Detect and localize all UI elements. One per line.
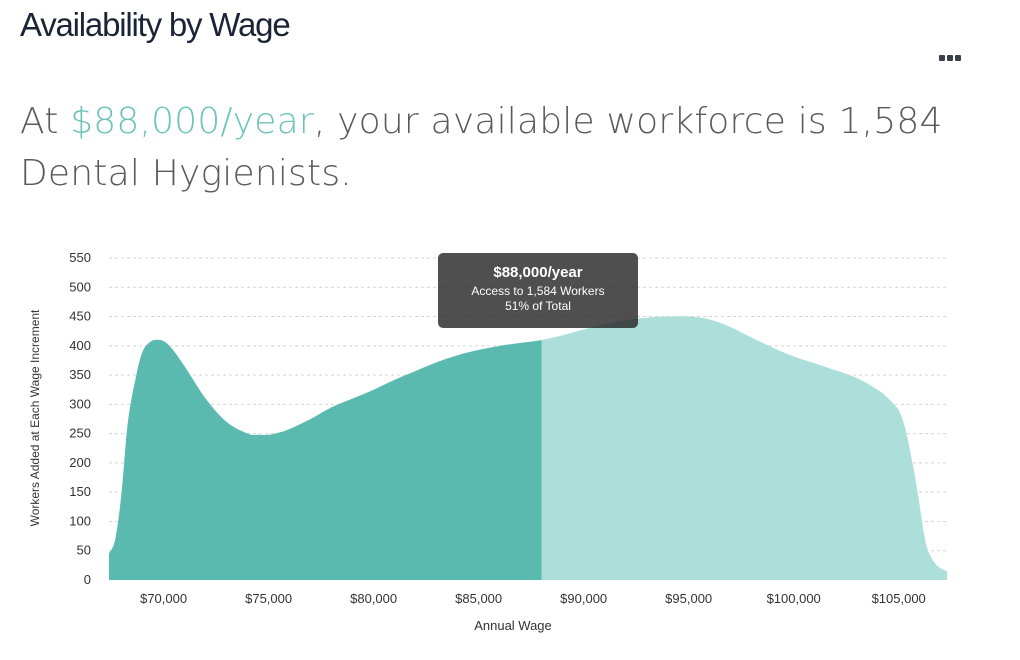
x-tick-label: $95,000 (665, 591, 712, 606)
y-axis-label: Workers Added at Each Wage Increment (28, 309, 42, 526)
x-tick-label: $70,000 (140, 591, 187, 606)
y-tick-label: 350 (69, 367, 91, 382)
more-horizontal-icon-dot (955, 55, 961, 61)
tooltip-percent: 51% of Total (505, 299, 571, 313)
x-tick-label: $100,000 (767, 591, 821, 606)
x-axis-label: Annual Wage (474, 618, 552, 633)
y-tick-label: 100 (69, 513, 91, 528)
x-tick-label: $85,000 (455, 591, 502, 606)
y-tick-label: 50 (77, 543, 91, 558)
more-horizontal-icon (939, 55, 945, 61)
y-tick-label: 150 (69, 484, 91, 499)
headline-rest: , your available workforce is 1,584 Dent… (20, 101, 943, 194)
x-tick-label: $90,000 (560, 591, 607, 606)
wage-availability-chart[interactable]: 0 50 100 150 200 250 300 350 400 450 500 550 $70,00… (0, 230, 1020, 660)
y-axis-ticks: 0 50 100 150 200 250 300 350 400 450 500 550 (69, 250, 91, 587)
more-options-button[interactable] (934, 48, 966, 68)
y-tick-label: 450 (69, 309, 91, 324)
unselected-wage-area[interactable] (109, 316, 947, 580)
y-tick-label: 400 (69, 338, 91, 353)
page-title: Availability by Wage (20, 6, 291, 43)
x-tick-label: $80,000 (350, 591, 397, 606)
headline-wage: $88,000/year (70, 101, 314, 142)
selected-wage-area[interactable] (109, 316, 947, 580)
more-horizontal-icon-dot (947, 55, 953, 61)
tooltip-title: $88,000/year (493, 264, 583, 281)
x-tick-label: $105,000 (872, 591, 926, 606)
headline-prefix: At (20, 101, 71, 142)
y-tick-label: 550 (69, 250, 91, 265)
x-axis-ticks: $70,000 $75,000 $80,000 $85,000 $90,000 $95,0… (140, 591, 926, 606)
wage-tooltip: $88,000/year Access to 1,584 Workers 51%… (438, 253, 638, 328)
y-tick-label: 250 (69, 426, 91, 441)
y-tick-label: 200 (69, 455, 91, 470)
x-tick-label: $75,000 (245, 591, 292, 606)
workforce-summary: At $88,000/year, your available workforc… (20, 96, 980, 200)
y-tick-label: 0 (84, 572, 91, 587)
tooltip-workers: Access to 1,584 Workers (471, 284, 605, 298)
y-tick-label: 300 (69, 396, 91, 411)
y-tick-label: 500 (69, 279, 91, 294)
area-series[interactable] (109, 316, 947, 580)
